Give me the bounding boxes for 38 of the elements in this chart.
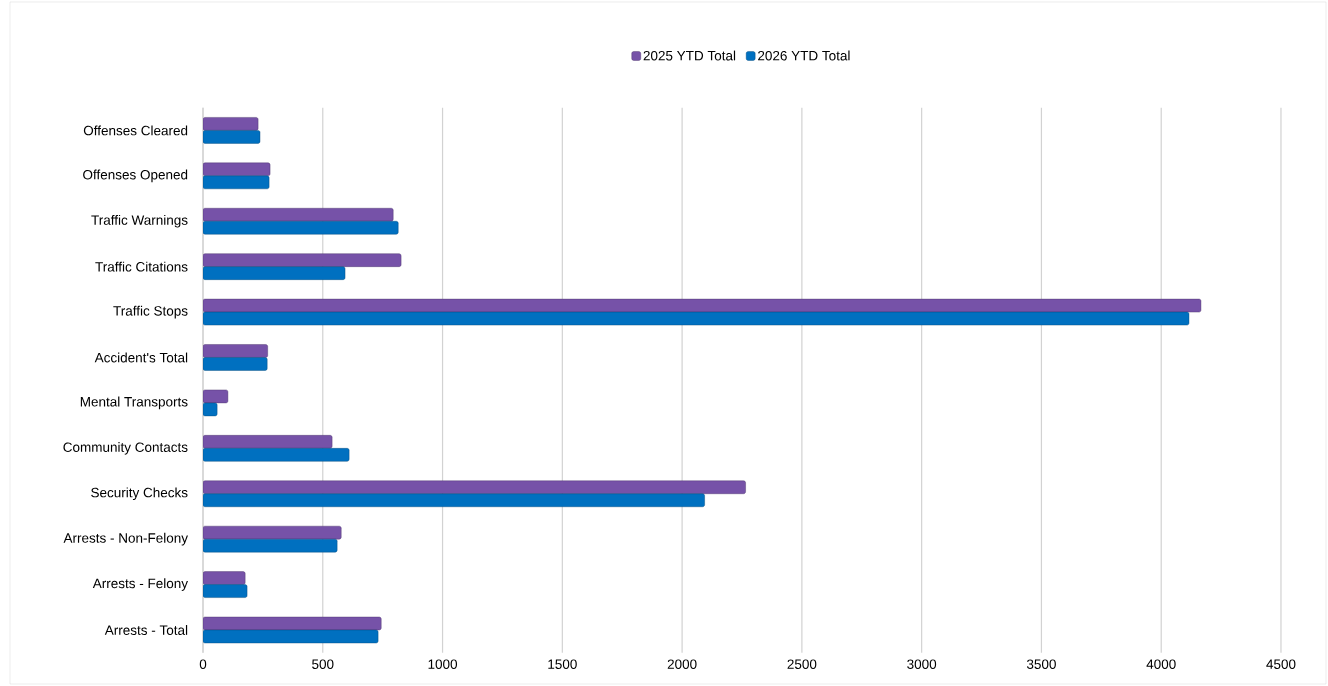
y-tick-label: Offenses Opened: [83, 169, 188, 183]
y-tick-label: Accident's Total: [94, 352, 188, 363]
y-tick-label: Arrests - Total: [104, 625, 188, 635]
bar: [203, 493, 705, 507]
x-tick-label: 2000: [667, 659, 697, 669]
bar: [203, 208, 394, 222]
y-tick-label: Arrests - Felony: [92, 578, 188, 591]
bar: [203, 266, 346, 280]
y-tick-label: Traffic Stops: [113, 305, 188, 319]
bar: [203, 571, 246, 585]
bar: [203, 253, 402, 267]
bar: [203, 448, 350, 462]
x-tick-label: 4500: [1266, 659, 1296, 669]
y-tick-label: Offenses Cleared: [83, 125, 188, 136]
bar: [203, 525, 342, 540]
bar: [203, 435, 333, 449]
bar: [203, 357, 268, 371]
x-tick-label: 500: [312, 659, 334, 669]
y-tick-label: Security Checks: [91, 487, 188, 501]
bar: [203, 162, 271, 177]
x-tick-label: 1500: [548, 659, 577, 669]
legend-label: 2026 YTD Total: [758, 50, 850, 61]
bar: [203, 538, 338, 553]
bar: [203, 344, 268, 358]
y-tick-label: Traffic Citations: [95, 261, 188, 272]
y-tick-label: Mental Transports: [80, 396, 188, 410]
x-tick-label: 3500: [1026, 659, 1056, 669]
y-tick-label: Traffic Warnings: [91, 214, 188, 228]
legend-label: 2025 YTD Total: [643, 50, 736, 61]
y-tick-label: Community Contacts: [63, 442, 188, 455]
y-tick-label: Arrests - Non-Felony: [63, 532, 188, 546]
bar: [203, 221, 399, 235]
x-tick-label: 3000: [907, 659, 937, 669]
x-tick-label: 4000: [1146, 659, 1176, 669]
bar: [203, 480, 746, 494]
x-tick-label: 0: [199, 659, 207, 669]
x-tick-label: 1000: [428, 659, 458, 669]
x-tick-label: 2500: [787, 659, 817, 669]
